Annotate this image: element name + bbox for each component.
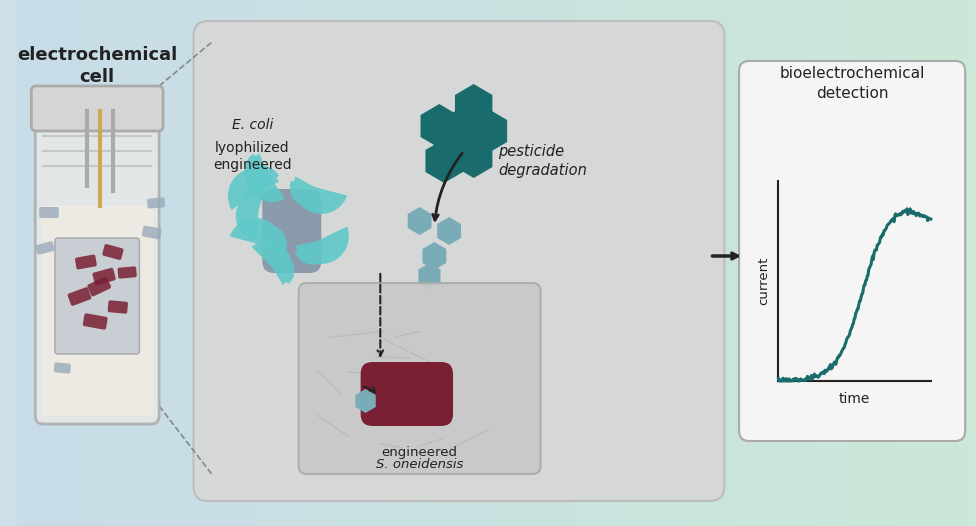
FancyBboxPatch shape — [67, 287, 92, 306]
FancyBboxPatch shape — [83, 313, 107, 330]
Text: S. oneidensis: S. oneidensis — [376, 458, 464, 471]
Polygon shape — [421, 104, 458, 148]
Polygon shape — [423, 242, 446, 270]
Text: time: time — [839, 392, 871, 406]
FancyBboxPatch shape — [35, 108, 159, 424]
Text: pesticide
degradation: pesticide degradation — [499, 144, 588, 178]
Polygon shape — [290, 176, 347, 214]
Text: bioelectrochemical
detection: bioelectrochemical detection — [780, 66, 925, 101]
FancyBboxPatch shape — [31, 86, 163, 131]
FancyBboxPatch shape — [299, 283, 541, 474]
FancyBboxPatch shape — [147, 197, 165, 209]
FancyBboxPatch shape — [107, 300, 128, 313]
FancyBboxPatch shape — [93, 268, 116, 285]
Text: electrochemical
cell: electrochemical cell — [17, 46, 178, 86]
Polygon shape — [245, 154, 285, 202]
Polygon shape — [437, 217, 461, 245]
FancyBboxPatch shape — [193, 21, 724, 501]
FancyBboxPatch shape — [36, 241, 55, 255]
FancyBboxPatch shape — [102, 244, 124, 260]
Text: lyophilized
engineered: lyophilized engineered — [213, 141, 292, 173]
Polygon shape — [236, 188, 264, 240]
Text: current: current — [757, 257, 770, 305]
FancyBboxPatch shape — [75, 255, 97, 269]
Polygon shape — [419, 263, 440, 289]
FancyBboxPatch shape — [739, 61, 965, 441]
FancyBboxPatch shape — [87, 277, 111, 297]
Text: E. coli: E. coli — [232, 118, 273, 132]
FancyBboxPatch shape — [39, 207, 59, 218]
Polygon shape — [455, 134, 493, 178]
Text: engineered: engineered — [382, 446, 458, 459]
Polygon shape — [228, 166, 279, 210]
FancyBboxPatch shape — [142, 226, 162, 239]
FancyBboxPatch shape — [360, 362, 453, 426]
Polygon shape — [440, 109, 477, 153]
FancyBboxPatch shape — [41, 206, 153, 416]
Polygon shape — [408, 207, 431, 235]
FancyBboxPatch shape — [117, 266, 137, 279]
Polygon shape — [426, 139, 463, 183]
FancyBboxPatch shape — [54, 362, 71, 373]
Polygon shape — [229, 218, 287, 256]
Polygon shape — [469, 109, 508, 153]
FancyBboxPatch shape — [55, 238, 140, 354]
Polygon shape — [355, 389, 376, 413]
FancyBboxPatch shape — [263, 189, 321, 273]
Polygon shape — [455, 84, 493, 128]
Polygon shape — [295, 226, 348, 265]
Polygon shape — [252, 241, 295, 285]
